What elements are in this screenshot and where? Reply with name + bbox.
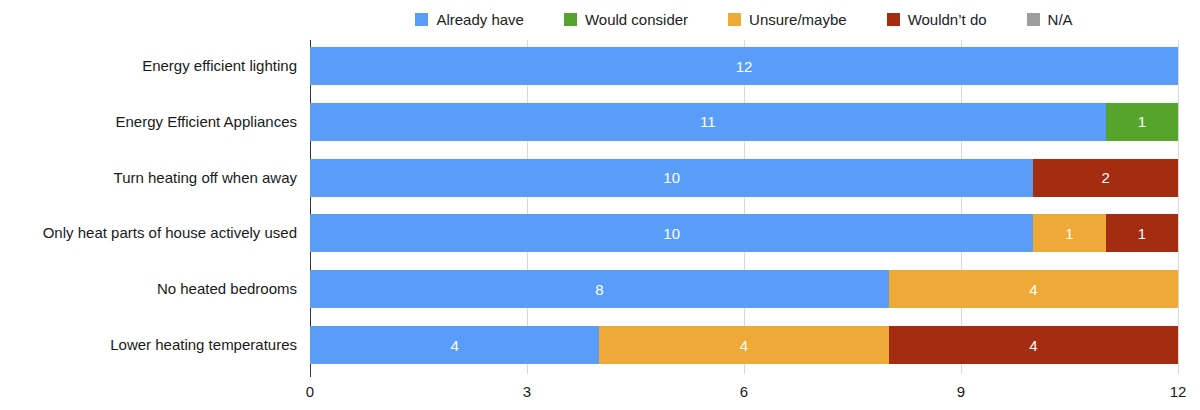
legend-label: Unsure/maybe [749,11,847,28]
bar-segment-already-have: 10 [310,159,1033,197]
x-tick-label: 12 [1170,383,1187,400]
category-label: Energy efficient lighting [0,47,310,85]
bar-row-energy-efficient-lighting: Energy efficient lighting12 [310,47,1178,85]
category-label: Only heat parts of house actively used [0,214,310,252]
bar-value-label: 4 [1029,281,1037,298]
bar-segment-already-have: 12 [310,47,1178,85]
bar-value-label: 1 [1065,225,1073,242]
x-tick-label: 9 [957,383,965,400]
bar-value-label: 10 [663,225,680,242]
bar-segment-wouldn-t-do: 1 [1106,214,1178,252]
x-tick-label: 6 [740,383,748,400]
category-label: Turn heating off when away [0,159,310,197]
bar-value-label: 10 [663,169,680,186]
gridline [1178,40,1179,374]
legend-item-n-a: N/A [1027,11,1073,28]
bar-row-only-heat-parts-of-house-actively-used: Only heat parts of house actively used10… [310,214,1178,252]
bar-segment-unsure-maybe: 1 [1033,214,1105,252]
bar-value-label: 4 [740,337,748,354]
bar-segment-unsure-maybe: 4 [599,326,888,364]
legend-label: Wouldn’t do [908,11,987,28]
bar-value-label: 12 [736,58,753,75]
category-label: No heated bedrooms [0,270,310,308]
bar-value-label: 1 [1138,225,1146,242]
bar-value-label: 11 [700,113,716,130]
legend-label: Already have [436,11,524,28]
bar-value-label: 4 [1029,337,1037,354]
chart-legend: Already have Would consider Unsure/maybe Wo… [310,8,1178,30]
legend-swatch-icon [415,13,428,26]
plot-area: Energy efficient lighting12Energy Effici… [310,40,1178,370]
bar-segment-would-consider: 1 [1106,103,1178,141]
legend-item-unsure-maybe: Unsure/maybe [728,11,847,28]
bar-row-no-heated-bedrooms: No heated bedrooms84 [310,270,1178,308]
bar-value-label: 8 [595,281,603,298]
legend-item-wouldn-t-do: Wouldn’t do [887,11,987,28]
survey-stacked-bar-chart: Already have Would consider Unsure/maybe Wo… [0,0,1200,410]
bar-row-lower-heating-temperatures: Lower heating temperatures444 [310,326,1178,364]
bar-segment-wouldn-t-do: 2 [1033,159,1178,197]
legend-swatch-icon [728,13,741,26]
bar-row-energy-efficient-appliances: Energy Efficient Appliances111 [310,103,1178,141]
gridline [744,40,745,374]
category-label: Energy Efficient Appliances [0,103,310,141]
legend-label: Would consider [585,11,688,28]
bar-row-turn-heating-off-when-away: Turn heating off when away102 [310,159,1178,197]
legend-item-would-consider: Would consider [564,11,688,28]
x-tick-label: 0 [306,383,314,400]
legend-swatch-icon [887,13,900,26]
bar-segment-already-have: 11 [310,103,1106,141]
legend-swatch-icon [1027,13,1040,26]
gridline [961,40,962,374]
category-label: Lower heating temperatures [0,326,310,364]
bar-segment-already-have: 8 [310,270,889,308]
legend-label: N/A [1048,11,1073,28]
bar-segment-wouldn-t-do: 4 [889,326,1178,364]
bar-segment-already-have: 10 [310,214,1033,252]
legend-swatch-icon [564,13,577,26]
bar-value-label: 2 [1101,169,1109,186]
bar-value-label: 1 [1138,113,1146,130]
bar-segment-unsure-maybe: 4 [889,270,1178,308]
gridline [527,40,528,374]
x-tick-label: 3 [523,383,531,400]
bar-value-label: 4 [450,337,458,354]
bar-segment-already-have: 4 [310,326,599,364]
legend-item-already-have: Already have [415,11,524,28]
